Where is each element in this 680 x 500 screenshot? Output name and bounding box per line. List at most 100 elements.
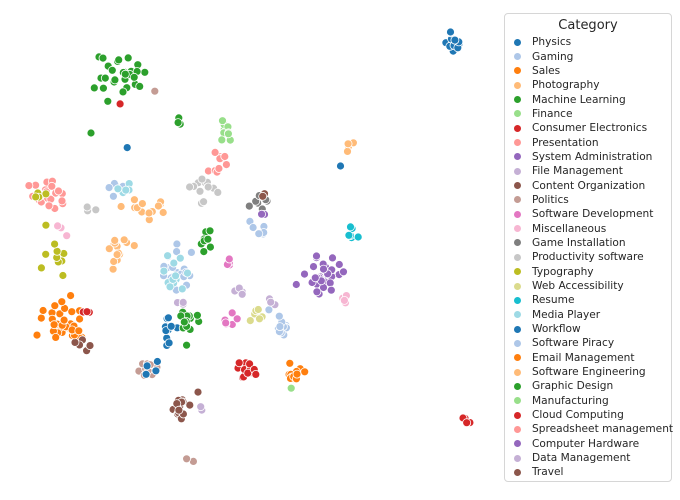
data-point [175, 253, 185, 263]
data-point [41, 220, 51, 230]
legend-item: Data Management [513, 451, 671, 465]
data-point [152, 357, 162, 366]
legend-label: Software Engineering [532, 366, 646, 379]
legend-label: Software Development [532, 208, 654, 221]
data-point [245, 316, 255, 326]
series-manufacturing [217, 128, 235, 145]
legend-label: Consumer Electronics [532, 122, 648, 135]
legend-item: Graphic Design [513, 379, 671, 393]
data-point [47, 181, 57, 191]
legend-marker-icon [513, 181, 522, 191]
legend-item: Presentation [513, 135, 671, 149]
data-point [192, 310, 202, 320]
legend-item: Machine Learning [513, 92, 671, 106]
data-point [91, 205, 101, 215]
data-point [214, 164, 224, 173]
data-point [51, 332, 61, 342]
data-point [174, 405, 184, 415]
data-point [312, 287, 322, 297]
data-point [116, 202, 126, 211]
data-point [195, 186, 205, 196]
data-point [109, 191, 118, 201]
data-point [446, 27, 455, 37]
data-point [169, 258, 179, 268]
data-point [319, 264, 328, 274]
legend-label: Travel [532, 466, 564, 479]
data-point [165, 282, 175, 292]
legend-marker-icon [513, 310, 522, 320]
data-point [274, 311, 284, 321]
series-data-management [173, 294, 280, 310]
legend-item: Consumer Electronics [513, 121, 671, 135]
data-point [32, 330, 42, 340]
legend-marker-icon [513, 424, 522, 434]
data-point [100, 73, 110, 83]
data-point [158, 208, 168, 217]
legend-item: Finance [513, 107, 671, 121]
data-point [121, 185, 131, 195]
legend-label: Resume [532, 294, 575, 307]
data-point [224, 254, 234, 264]
legend-label: Politics [532, 193, 569, 206]
data-point [129, 241, 139, 251]
legend-marker-icon [513, 138, 522, 148]
data-point [66, 291, 75, 301]
data-point [217, 135, 227, 145]
legend-item: Resume [513, 293, 671, 307]
data-point [346, 222, 355, 232]
data-point [328, 253, 337, 263]
series-resume [344, 222, 363, 243]
data-point [53, 221, 62, 231]
legend-item: Media Player [513, 308, 671, 322]
data-point [110, 75, 120, 85]
legend-marker-icon [513, 238, 522, 248]
data-point [122, 143, 132, 153]
data-point [196, 402, 206, 412]
data-point [163, 251, 173, 261]
series-physics [441, 27, 464, 56]
legend-label: Workflow [532, 323, 581, 336]
data-point [110, 235, 120, 245]
legend-marker-icon [513, 453, 522, 463]
legend-label: Software Piracy [532, 337, 615, 350]
data-point [185, 400, 195, 410]
series-consumer-electronics [233, 358, 475, 428]
data-point [89, 83, 99, 93]
legend-marker-icon [513, 381, 522, 391]
data-point [234, 358, 244, 368]
legend-label: Web Accessibility [532, 280, 624, 293]
data-point [339, 295, 349, 305]
legend-label: Gaming [532, 50, 574, 63]
data-point [245, 359, 255, 369]
legend-marker-icon [513, 267, 522, 277]
data-point [203, 182, 213, 192]
data-point [339, 267, 348, 277]
legend-label: Typography [532, 265, 594, 278]
data-point [82, 307, 92, 317]
data-point [197, 174, 207, 184]
data-point [186, 247, 196, 257]
data-point [49, 320, 59, 330]
data-point [75, 314, 84, 324]
data-point [300, 269, 309, 279]
legend-item: Game Installation [513, 236, 671, 250]
data-point [221, 160, 231, 170]
legend-item: Software Development [513, 207, 671, 221]
data-point [309, 262, 318, 272]
data-point [44, 201, 54, 211]
legend-item: Miscellaneous [513, 221, 671, 235]
series-photography [104, 138, 358, 274]
legend-marker-icon [513, 109, 522, 119]
data-point [210, 147, 220, 157]
data-point [123, 53, 133, 63]
data-point [237, 289, 247, 299]
data-point [291, 280, 301, 289]
series-email-management [49, 315, 302, 384]
data-point [255, 314, 264, 324]
legend-item: Travel [513, 465, 671, 479]
data-point [38, 306, 48, 315]
data-point [205, 242, 215, 252]
data-point [118, 87, 128, 97]
legend: Category Physics Gaming Sales Photography Ma… [504, 13, 673, 482]
series-travel [82, 189, 269, 424]
